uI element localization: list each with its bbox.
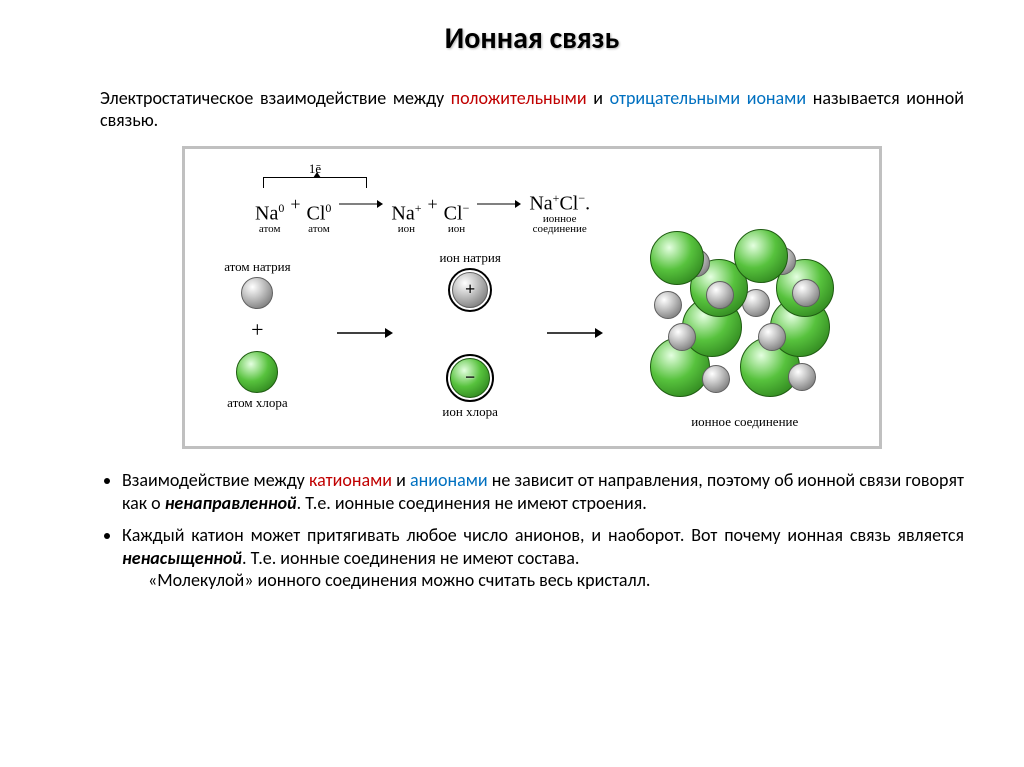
page-title: Ионная связь: [100, 20, 964, 57]
eq-nacl-lab2: соединение: [533, 223, 587, 235]
eq-cl0-sym: Cl: [306, 203, 325, 225]
b1-cations: катионами: [309, 469, 392, 491]
electron-label: 1ē: [288, 161, 342, 177]
arrow-icon: [547, 326, 603, 344]
lattice-sodium-icon: [788, 363, 816, 391]
reaction-diagram: 1ē Na0 атом + Cl0 атом Na+ ион: [182, 146, 882, 449]
eq-nap-sym: Na: [391, 203, 414, 225]
intro-mid1: и: [587, 87, 610, 109]
arrow-icon: [337, 326, 393, 344]
b2-sub: «Молекулой» ионного соединения можно счи…: [122, 569, 964, 592]
eq-nacl-cl: Cl: [559, 193, 578, 215]
minus-charge-icon: −: [465, 367, 475, 388]
lattice-sodium-icon: [792, 279, 820, 307]
b1-pre: Взаимодействие между: [122, 469, 309, 491]
plus-charge-icon: +: [465, 279, 475, 300]
intro-pre: Электростатическое взаимодействие между: [100, 87, 451, 109]
eq-na0: Na0 атом: [255, 197, 284, 235]
b1-end: . Т.е. ионные соединения не имеют строен…: [297, 492, 647, 514]
eq-clm-sym: Cl: [444, 203, 463, 225]
b2-end: . Т.е. ионные соединения не имеют состав…: [242, 547, 579, 569]
eq-cl0-sup: 0: [325, 201, 331, 215]
compound-label: ионное соединение: [691, 414, 798, 430]
sodium-ion-icon: +: [448, 268, 492, 312]
lattice-sodium-icon: [706, 281, 734, 309]
lattice-sodium-icon: [668, 323, 696, 351]
ionic-lattice-icon: [650, 237, 840, 412]
equation-line: 1ē Na0 атом + Cl0 атом Na+ ион: [253, 161, 841, 225]
eq-plus-2: +: [428, 194, 438, 215]
eq-cl0-lab: атом: [308, 223, 330, 235]
lattice-chlorine-icon: [650, 231, 704, 285]
b1-mid: и: [392, 469, 410, 491]
bullet-1: Взаимодействие между катионами и анионам…: [122, 469, 964, 514]
eq-na-plus: Na+ ион: [391, 197, 421, 235]
bullet-list: Взаимодействие между катионами и анионам…: [100, 469, 964, 592]
atom-column: атом натрия + атом хлора: [224, 257, 290, 413]
lattice-sodium-icon: [758, 323, 786, 351]
lattice-sodium-icon: [654, 291, 682, 319]
eq-na0-sup: 0: [278, 201, 284, 215]
b1-anions: анионами: [410, 469, 488, 491]
eq-na0-lab: атом: [259, 223, 281, 235]
arrow-icon: [477, 199, 521, 209]
sodium-atom-icon: [241, 277, 273, 309]
intro-negative: отрицательными ионами: [610, 87, 806, 109]
b1-prop: ненаправленной: [165, 492, 297, 514]
eq-cl0: Cl0 атом: [306, 197, 331, 235]
plus-icon: +: [251, 317, 263, 343]
eq-nacl: Na+Cl−. ионное соединение: [529, 187, 590, 235]
eq-plus-1: +: [290, 194, 300, 215]
ion-na-label: ион натрия: [439, 250, 500, 266]
compound-column: ионное соединение: [650, 237, 840, 432]
b2-pre: Каждый катион может притягивать любое чи…: [122, 524, 964, 546]
eq-dot: .: [585, 193, 590, 215]
arrow-icon: [339, 199, 383, 209]
intro-positive: положительными: [451, 87, 587, 109]
atom-na-label: атом натрия: [224, 259, 290, 275]
bullet-2: Каждый катион может притягивать любое чи…: [122, 524, 964, 592]
eq-clm-lab: ион: [448, 223, 465, 235]
schema-row: атом натрия + атом хлора ион натрия + + …: [193, 237, 871, 438]
b2-prop: ненасыщенной: [122, 547, 242, 569]
eq-na0-sym: Na: [255, 203, 278, 225]
ion-column: ион натрия + + − ион хлора: [439, 248, 500, 422]
eq-nap-sup: +: [415, 201, 422, 215]
eq-cl-minus: Cl− ион: [444, 197, 470, 235]
eq-clm-sup: −: [463, 201, 470, 215]
lattice-sodium-icon: [702, 365, 730, 393]
atom-cl-label: атом хлора: [227, 395, 287, 411]
chlorine-atom-icon: [236, 351, 278, 393]
chlorine-ion-icon: −: [446, 354, 494, 402]
eq-nacl-na: Na: [529, 193, 552, 215]
lattice-chlorine-icon: [734, 229, 788, 283]
eq-nap-lab: ион: [398, 223, 415, 235]
ion-cl-label: ион хлора: [442, 404, 497, 420]
intro-text: Электростатическое взаимодействие между …: [100, 87, 964, 131]
